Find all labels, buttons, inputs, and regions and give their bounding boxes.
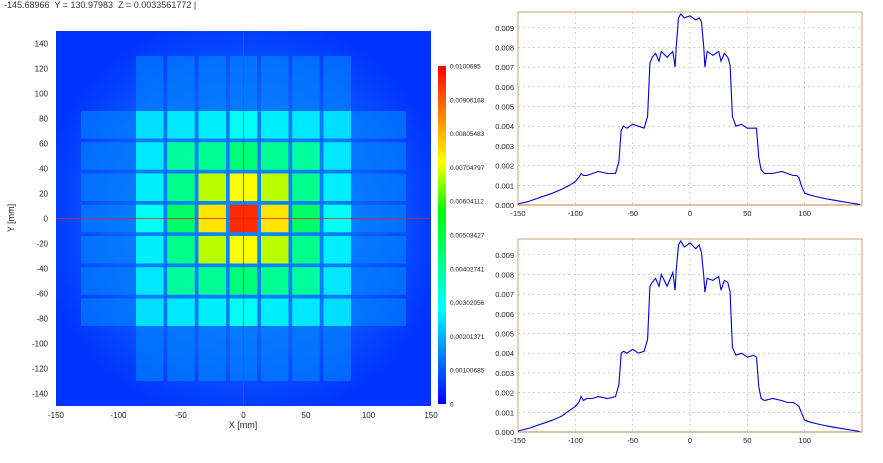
- heatmap-cell: [198, 267, 226, 295]
- heatmap-x-tick-label: -100: [110, 411, 127, 420]
- profile-plot-bottom[interactable]: 0.0000.0010.0020.0030.0040.0050.0060.007…: [495, 238, 863, 445]
- colorbar-tick-label: 0.00805483: [450, 131, 485, 138]
- heatmap-cell: [323, 267, 351, 295]
- heatmap-cell: [136, 298, 164, 326]
- heatmap-y-ticks: 140 120 100 80 60 40 20 0 -20 -40 -60 -80 -100 -120 -1…: [32, 40, 49, 399]
- colorbar-tick-label: 0.0100685: [450, 64, 481, 71]
- profile-frame: [517, 238, 863, 433]
- heatmap-cell: [198, 111, 226, 139]
- heatmap-x-tick-label: -150: [48, 411, 65, 420]
- heatmap-y-tick-label: 40: [39, 165, 48, 174]
- heatmap-cells: [81, 56, 406, 381]
- heatmap-y-tick-label: -140: [32, 390, 49, 399]
- heatmap-x-tick-label: -50: [175, 411, 187, 420]
- heatmap-cell: [261, 142, 289, 170]
- x-tick-label: 0: [688, 209, 692, 218]
- profile-series-line: [517, 13, 860, 205]
- heatmap-y-tick-label: 0: [44, 215, 49, 224]
- heatmap-x-tick-label: 0: [241, 411, 246, 420]
- heatmap-cell: [323, 111, 351, 139]
- colorbar-tick-label: 0.00704797: [450, 165, 485, 172]
- colorbar-tick-label: 0.00100685: [450, 368, 485, 375]
- heatmap-y-tick-label: -80: [36, 315, 48, 324]
- x-tick-label: 100: [798, 436, 811, 445]
- colorbar-tick-label: 0.00302056: [450, 300, 485, 307]
- x-tick-label: -100: [568, 209, 583, 218]
- x-tick-label: 50: [743, 436, 751, 445]
- heatmap-cell: [136, 236, 164, 264]
- x-tick-label: 0: [688, 436, 692, 445]
- colorbar-tick-label: 0.00402741: [450, 266, 485, 273]
- heatmap-cell: [292, 236, 320, 264]
- heatmap-y-tick-label: 100: [35, 90, 49, 99]
- heatmap-cell: [323, 298, 351, 326]
- heatmap-cell: [136, 173, 164, 201]
- heatmap-cell: [136, 267, 164, 295]
- heatmap-y-tick-label: -100: [32, 340, 49, 349]
- colorbar-tick-label: 0.00906168: [450, 97, 485, 104]
- x-tick-label: -50: [627, 436, 638, 445]
- heatmap-cell: [136, 142, 164, 170]
- colorbar-tick-label: 0.00503427: [450, 232, 485, 239]
- heatmap-y-tick-label: 60: [39, 140, 48, 149]
- heatmap-cell: [292, 142, 320, 170]
- x-tick-label: 100: [798, 209, 811, 218]
- heatmap-cell: [167, 111, 195, 139]
- heatmap-cell: [167, 142, 195, 170]
- heatmap-x-tick-label: 100: [362, 411, 376, 420]
- cursor-readout: -145.68966 Y = 130.97983 Z = 0.003356177…: [4, 0, 197, 10]
- heatmap-cell: [261, 298, 289, 326]
- heatmap-x-tick-label: 50: [302, 411, 311, 420]
- x-tick-label: -50: [627, 209, 638, 218]
- heatmap-cell: [292, 298, 320, 326]
- heatmap-cell: [198, 173, 226, 201]
- x-tick-label: -100: [568, 436, 583, 445]
- heatmap-x-tick-label: 150: [424, 411, 438, 420]
- colorbar-tick-label: 0: [450, 402, 454, 409]
- heatmap-y-tick-label: -120: [32, 365, 49, 374]
- colorbar-ticks: 0.0100685 0.00906168 0.00805483 0.00704797 0…: [450, 64, 485, 409]
- profile-series-line: [517, 239, 860, 432]
- heatmap-cell: [292, 111, 320, 139]
- heatmap-y-tick-label: 120: [35, 65, 49, 74]
- heatmap-y-tick-label: -40: [36, 265, 48, 274]
- heatmap-y-tick-label: 20: [39, 190, 48, 199]
- heatmap-cell: [167, 173, 195, 201]
- heatmap-cell: [167, 267, 195, 295]
- x-tick-label: -150: [510, 436, 525, 445]
- x-tick-label: 50: [743, 209, 751, 218]
- heatmap-y-tick-label: 140: [35, 40, 49, 49]
- profile-frame: [517, 11, 863, 206]
- heatmap-panel: -150 -100 -50 0 50 100 150 140120100806040200-…: [6, 31, 485, 430]
- heatmap-cell: [261, 173, 289, 201]
- heatmap-cell: [167, 298, 195, 326]
- colorbar-tick-label: 0.00604112: [450, 199, 484, 206]
- heatmap-x-axis-label: X [mm]: [229, 420, 258, 430]
- x-tick-label: -150: [510, 209, 525, 218]
- heatmap-cell: [261, 267, 289, 295]
- heatmap-cell: [261, 111, 289, 139]
- heatmap-y-tick-label: 80: [39, 115, 48, 124]
- colorbar-tick-label: 0.00201371: [450, 334, 485, 341]
- heatmap-y-tick-label: -20: [36, 240, 48, 249]
- heatmap-cell: [198, 298, 226, 326]
- heatmap-cell: [292, 267, 320, 295]
- heatmap-x-ticks: -150 -100 -50 0 50 100 150: [48, 411, 438, 420]
- heatmap-cell: [323, 173, 351, 201]
- heatmap-cell: [261, 236, 289, 264]
- colorbar: [438, 66, 446, 404]
- heatmap-cell: [323, 236, 351, 264]
- heatmap-cell: [198, 236, 226, 264]
- heatmap-cell: [136, 111, 164, 139]
- heatmap-cell: [198, 142, 226, 170]
- heatmap-cell: [323, 142, 351, 170]
- profile-plot-top[interactable]: 0.0000.0010.0020.0030.0040.0050.0060.007…: [495, 11, 863, 218]
- heatmap-y-axis-label: Y [mm]: [6, 204, 16, 232]
- heatmap-cell: [292, 173, 320, 201]
- heatmap-cell: [167, 236, 195, 264]
- heatmap-y-tick-label: -60: [36, 290, 48, 299]
